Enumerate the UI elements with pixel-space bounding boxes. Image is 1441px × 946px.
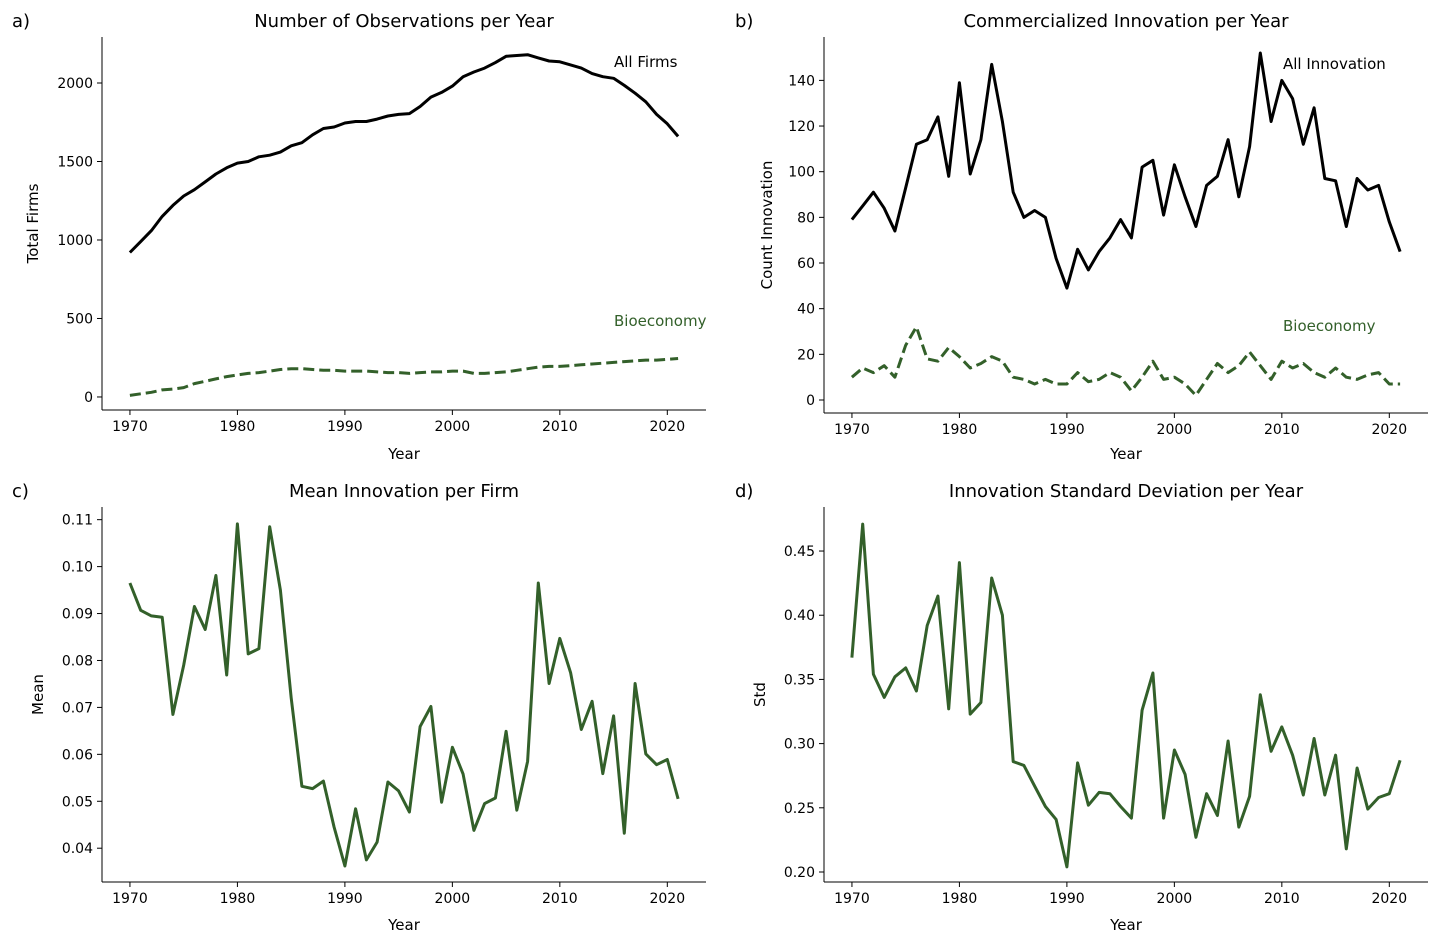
panel-c: c) Mean Innovation per Firm 1970 1980 1990 20…	[12, 481, 706, 934]
series-annotation: Bioeconomy	[614, 312, 707, 330]
y-tick-label: 0.07	[62, 700, 93, 716]
x-tick-label: 2000	[1157, 891, 1193, 907]
y-tick-label: 0.04	[62, 841, 93, 857]
x-axis-label: Year	[1109, 445, 1143, 463]
y-tick-label: 20	[797, 347, 815, 363]
panel-a: a) Number of Observations per Year 1970 198…	[12, 11, 707, 463]
y-tick-label: 60	[797, 256, 815, 272]
series-annotation: All Innovation	[1283, 55, 1386, 73]
chart-title: Innovation Standard Deviation per Year	[949, 481, 1304, 502]
series-line-value	[850, 522, 1402, 869]
x-tick-label: 1970	[112, 419, 148, 435]
series-line-bioeconomy	[129, 357, 679, 397]
x-tick-label: 1990	[1049, 422, 1085, 438]
y-tick-label: 0.06	[62, 747, 93, 763]
x-axis-label: Year	[1109, 916, 1143, 934]
x-tick-label: 2020	[1371, 891, 1407, 907]
y-tick-label: 0	[84, 390, 93, 406]
y-tick-label: 40	[797, 302, 815, 318]
y-tick-label: 0.35	[784, 672, 815, 688]
y-tick-label: 0.09	[62, 607, 93, 623]
y-tick-label: 0.40	[784, 608, 815, 624]
series-line-all-innovation	[850, 51, 1402, 290]
y-tick-label: 2000	[57, 76, 93, 92]
x-tick-label: 1970	[834, 891, 870, 907]
y-axis-label: Mean	[29, 674, 47, 715]
series-annotation: Bioeconomy	[1283, 317, 1376, 335]
x-tick-label: 2010	[1264, 891, 1300, 907]
x-tick-label: 1970	[112, 891, 148, 907]
x-tick-label: 2020	[649, 891, 685, 907]
x-tick-label: 1970	[834, 422, 870, 438]
y-tick-label: 0	[806, 393, 815, 409]
x-tick-label: 2000	[435, 891, 471, 907]
x-axis-label: Year	[387, 445, 421, 463]
x-tick-label: 1990	[327, 891, 363, 907]
y-tick-label: 0.08	[62, 653, 93, 669]
y-tick-label: 0.25	[784, 801, 815, 817]
y-axis-label: Count Innovation	[758, 161, 776, 290]
chart-title: Commercialized Innovation per Year	[963, 11, 1289, 32]
y-axis-label: Std	[751, 682, 769, 707]
y-tick-label: 0.10	[62, 560, 93, 576]
x-tick-label: 2010	[542, 891, 578, 907]
x-tick-label: 1990	[1049, 891, 1085, 907]
x-tick-label: 2010	[542, 419, 578, 435]
chart-title: Number of Observations per Year	[254, 11, 554, 32]
y-tick-label: 120	[788, 119, 815, 135]
x-tick-label: 2020	[649, 419, 685, 435]
y-tick-label: 1500	[57, 154, 93, 170]
panel-letter: c)	[12, 481, 29, 502]
series-line-bioeconomy	[850, 325, 1401, 397]
x-tick-label: 2000	[1157, 422, 1193, 438]
panel-d: d) Innovation Standard Deviation per Year…	[735, 481, 1428, 934]
y-tick-label: 0.30	[784, 737, 815, 753]
x-tick-label: 1980	[220, 419, 256, 435]
x-tick-label: 2000	[435, 419, 471, 435]
panel-b: b) Commercialized Innovation per Year 1970…	[735, 11, 1428, 463]
y-tick-label: 140	[788, 73, 815, 89]
x-tick-label: 1980	[220, 891, 256, 907]
series-line-value	[128, 522, 680, 868]
x-tick-label: 1990	[327, 419, 363, 435]
y-tick-label: 0.20	[784, 865, 815, 881]
series-annotation: All Firms	[614, 53, 678, 71]
x-tick-label: 2010	[1264, 422, 1300, 438]
y-tick-label: 0.05	[62, 794, 93, 810]
y-tick-label: 500	[66, 311, 93, 327]
series-line-all-firms	[128, 53, 680, 254]
y-tick-label: 80	[797, 210, 815, 226]
y-axis-label: Total Firms	[24, 183, 42, 264]
y-tick-label: 0.11	[62, 513, 93, 529]
y-tick-label: 1000	[57, 233, 93, 249]
x-axis-label: Year	[387, 916, 421, 934]
x-tick-label: 2020	[1371, 422, 1407, 438]
panel-letter: b)	[735, 11, 753, 32]
y-tick-label: 0.45	[784, 544, 815, 560]
panel-letter: a)	[12, 11, 30, 32]
y-tick-label: 100	[788, 165, 815, 181]
x-tick-label: 1980	[942, 422, 978, 438]
x-tick-label: 1980	[942, 891, 978, 907]
panel-letter: d)	[735, 481, 753, 502]
chart-title: Mean Innovation per Firm	[289, 481, 519, 502]
